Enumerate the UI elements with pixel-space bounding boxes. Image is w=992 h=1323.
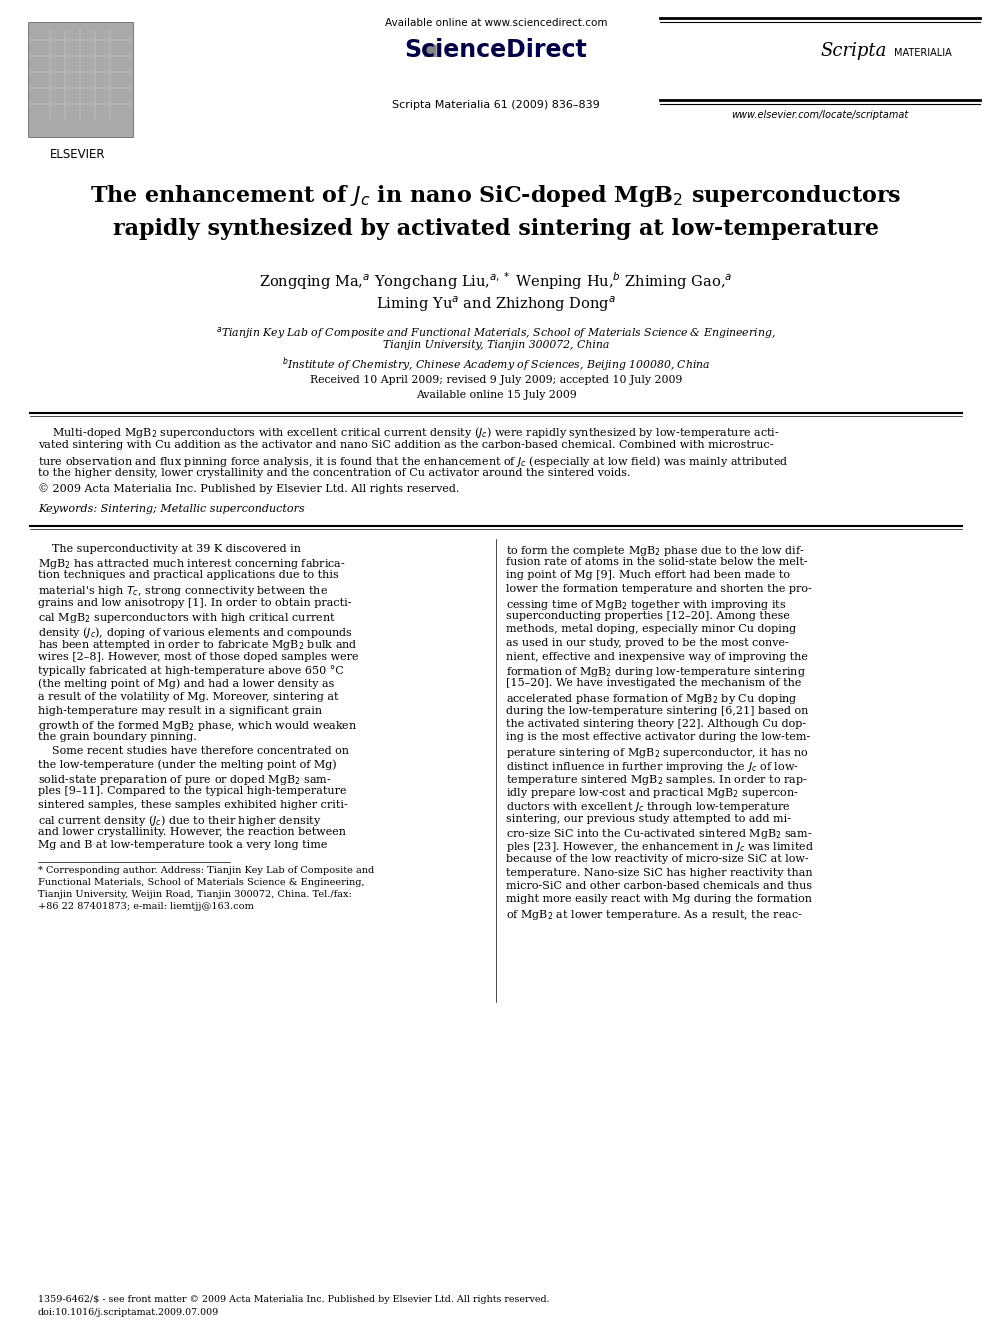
Text: a result of the volatility of Mg. Moreover, sintering at: a result of the volatility of Mg. Moreov… [38, 692, 338, 703]
Text: Scripta: Scripta [820, 42, 887, 60]
Text: Multi-doped MgB$_2$ superconductors with excellent critical current density ($J_: Multi-doped MgB$_2$ superconductors with… [38, 425, 780, 441]
Text: typically fabricated at high-temperature above 650 °C: typically fabricated at high-temperature… [38, 665, 344, 676]
Text: Functional Materials, School of Materials Science & Engineering,: Functional Materials, School of Material… [38, 878, 365, 886]
Text: and lower crystallinity. However, the reaction between: and lower crystallinity. However, the re… [38, 827, 346, 837]
Text: the low-temperature (under the melting point of Mg): the low-temperature (under the melting p… [38, 759, 336, 770]
Text: ScienceDirect: ScienceDirect [405, 38, 587, 62]
Text: during the low-temperature sintering [6,21] based on: during the low-temperature sintering [6,… [506, 705, 808, 716]
Text: ing point of Mg [9]. Much effort had been made to: ing point of Mg [9]. Much effort had bee… [506, 570, 790, 581]
Text: methods, metal doping, especially minor Cu doping: methods, metal doping, especially minor … [506, 624, 797, 635]
Text: www.elsevier.com/locate/scriptamat: www.elsevier.com/locate/scriptamat [731, 110, 909, 120]
Text: as used in our study, proved to be the most conve-: as used in our study, proved to be the m… [506, 638, 789, 648]
Text: Zongqing Ma,$^a$ Yongchang Liu,$^{a,*}$ Wenping Hu,$^b$ Zhiming Gao,$^a$: Zongqing Ma,$^a$ Yongchang Liu,$^{a,*}$ … [259, 270, 733, 291]
Text: doi:10.1016/j.scriptamat.2009.07.009: doi:10.1016/j.scriptamat.2009.07.009 [38, 1308, 219, 1316]
Text: Liming Yu$^a$ and Zhizhong Dong$^a$: Liming Yu$^a$ and Zhizhong Dong$^a$ [376, 294, 616, 314]
Text: ples [9–11]. Compared to the typical high-temperature: ples [9–11]. Compared to the typical hig… [38, 786, 346, 796]
Text: [15–20]. We have investigated the mechanism of the: [15–20]. We have investigated the mechan… [506, 679, 802, 688]
Text: material's high $T_c$, strong connectivity between the: material's high $T_c$, strong connectivi… [38, 583, 328, 598]
Text: Tianjin University, Tianjin 300072, China: Tianjin University, Tianjin 300072, Chin… [383, 340, 609, 351]
Text: has been attempted in order to fabricate MgB$_2$ bulk and: has been attempted in order to fabricate… [38, 638, 357, 652]
Text: tion techniques and practical applications due to this: tion techniques and practical applicatio… [38, 570, 338, 581]
Text: high-temperature may result in a significant grain: high-temperature may result in a signifi… [38, 705, 322, 716]
Text: fusion rate of atoms in the solid-state below the melt-: fusion rate of atoms in the solid-state … [506, 557, 807, 568]
Text: Scripta Materialia 61 (2009) 836–839: Scripta Materialia 61 (2009) 836–839 [392, 101, 600, 110]
Text: © 2009 Acta Materialia Inc. Published by Elsevier Ltd. All rights reserved.: © 2009 Acta Materialia Inc. Published by… [38, 483, 459, 493]
Text: cal MgB$_2$ superconductors with high critical current: cal MgB$_2$ superconductors with high cr… [38, 611, 336, 624]
Text: Available online 15 July 2009: Available online 15 July 2009 [416, 390, 576, 400]
Text: cessing time of MgB$_2$ together with improving its: cessing time of MgB$_2$ together with im… [506, 598, 787, 611]
Text: idly prepare low-cost and practical MgB$_2$ supercon-: idly prepare low-cost and practical MgB$… [506, 786, 799, 800]
Text: micro-SiC and other carbon-based chemicals and thus: micro-SiC and other carbon-based chemica… [506, 881, 812, 890]
Text: perature sintering of MgB$_2$ superconductor, it has no: perature sintering of MgB$_2$ supercondu… [506, 746, 808, 759]
Text: the activated sintering theory [22]. Although Cu dop-: the activated sintering theory [22]. Alt… [506, 718, 806, 729]
Text: to form the complete MgB$_2$ phase due to the low dif-: to form the complete MgB$_2$ phase due t… [506, 544, 805, 557]
Text: 1359-6462/$ - see front matter © 2009 Acta Materialia Inc. Published by Elsevier: 1359-6462/$ - see front matter © 2009 Ac… [38, 1295, 550, 1304]
Text: sintered samples, these samples exhibited higher criti-: sintered samples, these samples exhibite… [38, 800, 348, 810]
Text: Mg and B at low-temperature took a very long time: Mg and B at low-temperature took a very … [38, 840, 327, 851]
Text: temperature sintered MgB$_2$ samples. In order to rap-: temperature sintered MgB$_2$ samples. In… [506, 773, 807, 787]
Text: rapidly synthesized by activated sintering at low-temperature: rapidly synthesized by activated sinteri… [113, 218, 879, 239]
Bar [28, 22, 133, 138]
Text: $^b$Institute of Chemistry, Chinese Academy of Sciences, Beijing 100080, China: $^b$Institute of Chemistry, Chinese Acad… [282, 355, 710, 373]
Text: * Corresponding author. Address: Tianjin Key Lab of Composite and: * Corresponding author. Address: Tianjin… [38, 867, 374, 875]
Text: ▪: ▪ [422, 38, 438, 62]
Text: Some recent studies have therefore concentrated on: Some recent studies have therefore conce… [38, 746, 349, 755]
Text: ture observation and flux pinning force analysis, it is found that the enhanceme: ture observation and flux pinning force … [38, 454, 789, 468]
Text: lower the formation temperature and shorten the pro-: lower the formation temperature and shor… [506, 583, 811, 594]
Text: formation of MgB$_2$ during low-temperature sintering: formation of MgB$_2$ during low-temperat… [506, 665, 806, 679]
Text: growth of the formed MgB$_2$ phase, which would weaken: growth of the formed MgB$_2$ phase, whic… [38, 718, 357, 733]
Text: ductors with excellent $J_c$ through low-temperature: ductors with excellent $J_c$ through low… [506, 800, 791, 814]
Text: The enhancement of $\mathit{J_c}$ in nano SiC-doped MgB$_2$ superconductors: The enhancement of $\mathit{J_c}$ in nan… [90, 183, 902, 209]
Text: Tianjin University, Weijin Road, Tianjin 300072, China. Tel./fax:: Tianjin University, Weijin Road, Tianjin… [38, 890, 352, 900]
Text: the grain boundary pinning.: the grain boundary pinning. [38, 733, 196, 742]
Text: vated sintering with Cu addition as the activator and nano SiC addition as the c: vated sintering with Cu addition as the … [38, 439, 774, 450]
Text: ples [23]. However, the enhancement in $J_c$ was limited: ples [23]. However, the enhancement in $… [506, 840, 813, 855]
Text: grains and low anisotropy [1]. In order to obtain practi-: grains and low anisotropy [1]. In order … [38, 598, 351, 607]
Text: sintering, our previous study attempted to add mi-: sintering, our previous study attempted … [506, 814, 791, 823]
Text: might more easily react with Mg during the formation: might more easily react with Mg during t… [506, 894, 812, 905]
Text: ELSEVIER: ELSEVIER [51, 148, 106, 161]
Text: The superconductivity at 39 K discovered in: The superconductivity at 39 K discovered… [38, 544, 301, 553]
Text: because of the low reactivity of micro-size SiC at low-: because of the low reactivity of micro-s… [506, 855, 808, 864]
Text: +86 22 87401873; e-mail: liemtjj@163.com: +86 22 87401873; e-mail: liemtjj@163.com [38, 902, 254, 912]
Text: $^a$Tianjin Key Lab of Composite and Functional Materials, School of Materials S: $^a$Tianjin Key Lab of Composite and Fun… [216, 325, 776, 341]
Text: cal current density ($J_c$) due to their higher density: cal current density ($J_c$) due to their… [38, 814, 321, 828]
Text: density ($J_c$), doping of various elements and compounds: density ($J_c$), doping of various eleme… [38, 624, 353, 639]
Text: cro-size SiC into the Cu-activated sintered MgB$_2$ sam-: cro-size SiC into the Cu-activated sinte… [506, 827, 812, 841]
Text: MATERIALIA: MATERIALIA [894, 48, 951, 58]
Text: accelerated phase formation of MgB$_2$ by Cu doping: accelerated phase formation of MgB$_2$ b… [506, 692, 798, 706]
Text: MgB$_2$ has attracted much interest concerning fabrica-: MgB$_2$ has attracted much interest conc… [38, 557, 346, 572]
Text: of MgB$_2$ at lower temperature. As a result, the reac-: of MgB$_2$ at lower temperature. As a re… [506, 908, 803, 922]
Text: temperature. Nano-size SiC has higher reactivity than: temperature. Nano-size SiC has higher re… [506, 868, 812, 877]
Text: Available online at www.sciencedirect.com: Available online at www.sciencedirect.co… [385, 19, 607, 28]
Text: to the higher density, lower crystallinity and the concentration of Cu activator: to the higher density, lower crystallini… [38, 468, 631, 479]
Text: nient, effective and inexpensive way of improving the: nient, effective and inexpensive way of … [506, 651, 807, 662]
Text: ing is the most effective activator during the low-tem-: ing is the most effective activator duri… [506, 733, 810, 742]
Text: wires [2–8]. However, most of those doped samples were: wires [2–8]. However, most of those dope… [38, 651, 358, 662]
Text: (the melting point of Mg) and had a lower density as: (the melting point of Mg) and had a lowe… [38, 679, 334, 689]
Text: Received 10 April 2009; revised 9 July 2009; accepted 10 July 2009: Received 10 April 2009; revised 9 July 2… [310, 374, 682, 385]
Text: superconducting properties [12–20]. Among these: superconducting properties [12–20]. Amon… [506, 611, 790, 620]
Text: distinct influence in further improving the $J_c$ of low-: distinct influence in further improving … [506, 759, 799, 774]
Text: Keywords: Sintering; Metallic superconductors: Keywords: Sintering; Metallic supercondu… [38, 504, 305, 513]
Text: solid-state preparation of pure or doped MgB$_2$ sam-: solid-state preparation of pure or doped… [38, 773, 331, 787]
